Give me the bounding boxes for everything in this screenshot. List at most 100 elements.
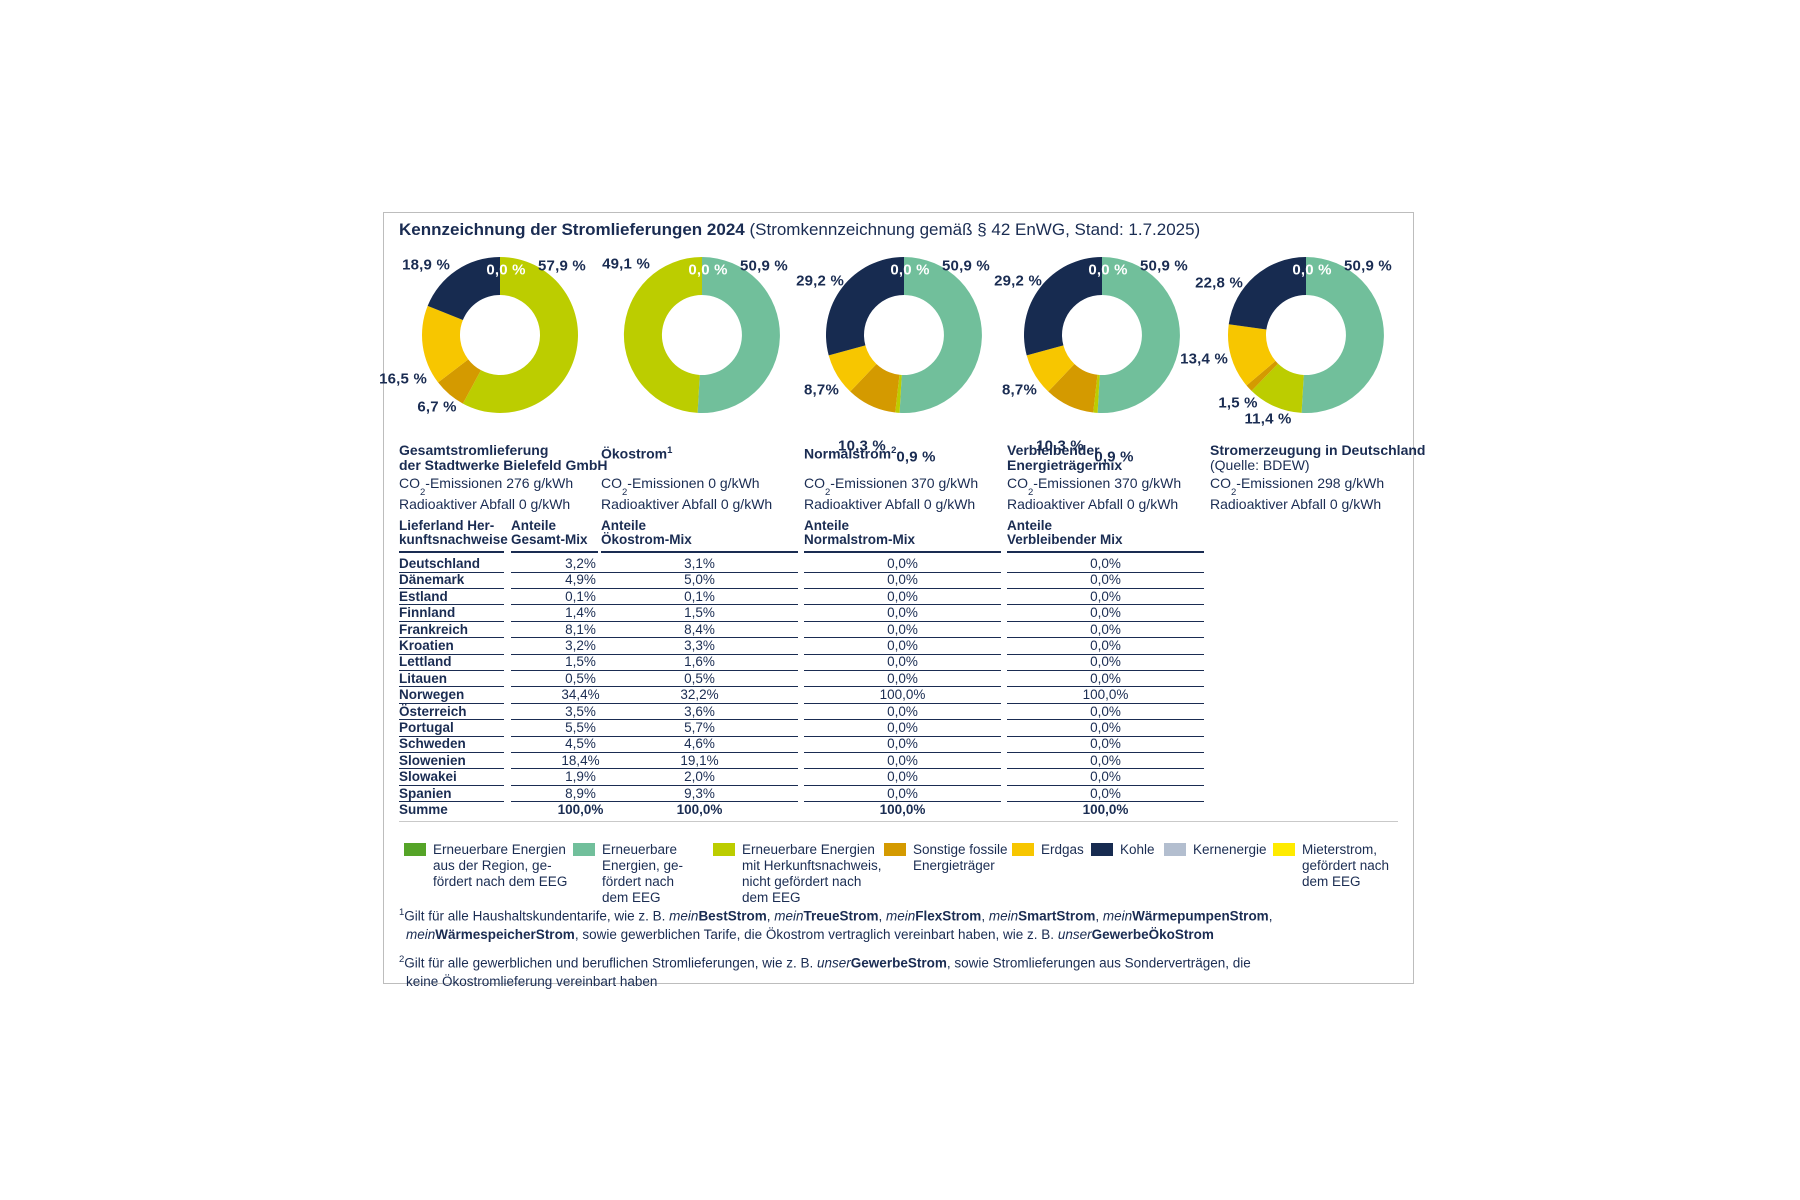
table-cell-value: 1,9% [511, 770, 624, 786]
table-cell-value: 32,2% [601, 688, 798, 704]
donut-segment-erdgas [422, 305, 469, 383]
table-sum-label: Summe [399, 802, 448, 817]
table-cell-country: Schweden [399, 737, 504, 753]
donut-segment-herkunft [895, 374, 902, 413]
separator-line [399, 821, 1398, 822]
table-cell-value: 0,0% [804, 786, 1001, 803]
table-header-line: kunftsnachweise [399, 532, 508, 547]
table-sum-value: 100,0% [676, 802, 723, 817]
donut-chart-1 [422, 257, 578, 413]
donut-label: 13,4 % [1180, 350, 1228, 368]
table-header-line: Verbleibender Mix [1007, 532, 1123, 547]
chart-source-note: (Quelle: BDEW) [1210, 457, 1310, 473]
donut-label: 0,0 % [688, 261, 728, 279]
table-cell-value: 0,0% [804, 557, 1001, 573]
table-header: Anteile Verbleibender Mix [1007, 519, 1204, 553]
table-cell-value: 18,4% [511, 753, 624, 770]
table-cell-value: 0,5% [511, 671, 624, 688]
legend-item-region: Erneuerbare Energien aus der Region, ge-f… [404, 842, 567, 890]
table-cell-value: 0,0% [1007, 589, 1204, 606]
donut-label: 57,9 % [538, 257, 586, 275]
table-cell-value: 9,3% [601, 786, 798, 803]
donut-chart-4 [1023, 257, 1180, 413]
donut-label: 0,0 % [890, 261, 930, 279]
table-cell-value: 0,0% [804, 704, 1001, 721]
donut-segment-fossil [1048, 363, 1098, 413]
table-sum-value: 100,0% [557, 802, 604, 817]
chart-name: Gesamtstromlieferung der Stadtwerke Biele… [399, 443, 608, 476]
legend-label: Mieterstrom, gefördert nach dem EEG [1302, 842, 1390, 889]
donut-segment-erdgas [1026, 345, 1075, 392]
legend-swatch-eeg [573, 843, 595, 856]
table-cell-country: Portugal [399, 721, 504, 737]
table-cell-value: 0,0% [1007, 573, 1204, 589]
legend-label: Erneuerbare Energien mit Herkunftsnachwei… [742, 842, 882, 905]
donut-label: 10,3 % [838, 437, 886, 455]
table-cell-value: 0,0% [804, 606, 1001, 622]
donut-segment-fossil [1246, 360, 1279, 391]
radioactive-waste-line: Radioaktiver Abfall 0 g/kWh [601, 496, 773, 513]
table-cell-value: 0,0% [1007, 786, 1204, 803]
donut-label: 18,9 % [402, 256, 450, 274]
table-header-line: Gesamt-Mix [511, 532, 588, 547]
chart-name-line: der Stadtwerke Bielefeld GmbH [399, 457, 608, 473]
legend-item-eeg: Erneuerbare Energien, ge-fördert nach dem … [573, 842, 683, 906]
table-cell-country: Österreich [399, 704, 504, 721]
table-cell-value: 100,0% [804, 688, 1001, 704]
table-cell-value: 3,5% [511, 704, 624, 721]
page-title: Kennzeichnung der Stromlieferungen 2024 … [399, 220, 1200, 240]
donut-label: 50,9 % [1344, 257, 1392, 275]
table-cell-country: Slowenien [399, 753, 504, 770]
donut-segment-eeg [899, 257, 982, 413]
donut-label: 0,0 % [486, 261, 526, 279]
donut-label: 11,4 % [1244, 410, 1292, 428]
table-cell-country: Deutschland [399, 557, 504, 573]
donut-label: 0,0 % [1292, 261, 1332, 279]
table-cell-value: 1,6% [601, 655, 798, 671]
table-cell-value: 4,9% [511, 573, 624, 589]
donut-label: 50,9 % [942, 257, 990, 275]
footnote-1: 1Gilt für alle Haushaltskundentarife, wi… [399, 907, 1273, 942]
donut-label: 0,0 % [1088, 261, 1128, 279]
donut-chart-3 [825, 257, 982, 413]
table-cell-value: 3,3% [601, 639, 798, 655]
donut-segment-fossil [438, 359, 481, 404]
donut-label: 16,5 % [379, 370, 427, 388]
donut-segment-eeg [1301, 257, 1384, 413]
co2-emissions-line: CO2-Emissionen 298 g/kWh [1210, 475, 1385, 498]
table-header: Anteile Normalstrom-Mix [804, 519, 1001, 553]
legend-swatch-mieterstrom [1273, 843, 1295, 856]
chart-name-line: Energieträgermix [1007, 457, 1123, 473]
chart-name-line: Normalstrom2 [804, 445, 897, 462]
table-cell-value: 0,0% [1007, 721, 1204, 737]
chart-panel: Kennzeichnung der Stromlieferungen 2024 … [379, 212, 1425, 989]
table-cell-value: 1,5% [601, 606, 798, 622]
table-sum-value: 100,0% [879, 802, 926, 817]
table-cell-value: 1,5% [511, 655, 624, 671]
table-cell-value: 34,4% [511, 688, 624, 704]
table-cell-value: 0,0% [1007, 770, 1204, 786]
chart-heading: Normalstrom2 CO2-Emissionen 370 g/kWh Radi… [804, 443, 978, 513]
legend-item-mieterstrom: Mieterstrom, gefördert nach dem EEG [1273, 842, 1389, 890]
radioactive-waste-line: Radioaktiver Abfall 0 g/kWh [804, 496, 976, 513]
table-header-line: Ökostrom-Mix [601, 532, 692, 547]
table-cell-value: 1,4% [511, 606, 624, 622]
table-cell-value: 0,0% [804, 721, 1001, 737]
table-cell-value: 0,0% [804, 639, 1001, 655]
chart-name: Verbleibender Energieträgermix [1007, 443, 1181, 476]
table-cell-value: 0,0% [804, 655, 1001, 671]
table-cell-country: Frankreich [399, 622, 504, 639]
table-header: Anteile Ökostrom-Mix [601, 519, 798, 553]
donut-segment-eeg [697, 257, 780, 413]
legend-swatch-region [404, 843, 426, 856]
donut-segment-kohle [427, 257, 500, 321]
donut-segment-herkunft [1093, 374, 1100, 413]
chart-name: Stromerzeugung in Deutschland (Quelle: BD… [1210, 443, 1425, 476]
table-cell-value: 8,1% [511, 622, 624, 639]
table-header: Anteile Gesamt-Mix [511, 519, 598, 553]
legend-label: Erdgas [1041, 842, 1084, 857]
co2-emissions-line: CO2-Emissionen 276 g/kWh [399, 475, 574, 498]
donut-segment-kohle [1228, 257, 1306, 330]
legend-item-erdgas: Erdgas [1012, 842, 1084, 858]
table-header-line: Anteile [511, 518, 557, 533]
